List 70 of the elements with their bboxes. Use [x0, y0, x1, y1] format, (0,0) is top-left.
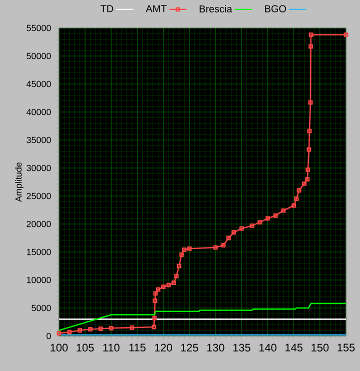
- x-tick-label: 130: [207, 344, 224, 352]
- point: [273, 213, 278, 218]
- point: [78, 328, 82, 333]
- point: [130, 325, 134, 330]
- point: [221, 243, 226, 248]
- point: [67, 330, 72, 334]
- x-tick-label: 110: [103, 344, 120, 352]
- point: [172, 280, 176, 286]
- point: [232, 230, 236, 235]
- point: [250, 223, 254, 228]
- point: [302, 181, 306, 186]
- y-axis-title: Amplitude: [15, 162, 24, 202]
- point: [239, 226, 244, 231]
- point: [88, 327, 93, 332]
- point: [179, 252, 184, 258]
- point: [307, 128, 312, 134]
- y-tick-label: 30000: [26, 164, 51, 172]
- point: [108, 326, 114, 330]
- point: [226, 236, 231, 240]
- y-tick-label: 25000: [26, 192, 51, 200]
- point: [308, 100, 313, 105]
- x-tick-label: 125: [181, 344, 198, 352]
- point: [176, 264, 182, 268]
- y-tick-label: 50000: [26, 52, 51, 60]
- x-tick-label: 145: [286, 344, 302, 352]
- point: [305, 176, 310, 182]
- y-tick-label: 10000: [26, 276, 51, 284]
- legend-label: Brescia: [200, 5, 232, 12]
- y-tick-label: 15000: [26, 248, 51, 256]
- x-tick-label: 105: [76, 344, 94, 352]
- y-tick-label: 5000: [32, 304, 51, 312]
- y-tick-label: 55000: [26, 24, 51, 32]
- point: [294, 196, 299, 202]
- x-tick-label: 140: [259, 344, 276, 352]
- point: [152, 298, 158, 303]
- legend-label: TD: [100, 5, 114, 12]
- point: [306, 147, 312, 152]
- point: [166, 282, 171, 288]
- point: [174, 274, 179, 278]
- point: [308, 32, 314, 37]
- x-tick-label: 150: [312, 344, 329, 352]
- y-tick-label: 35000: [26, 136, 51, 144]
- point: [306, 167, 310, 172]
- point: [98, 326, 103, 331]
- point: [292, 203, 296, 208]
- point: [153, 291, 158, 296]
- point: [296, 188, 302, 193]
- x-tick-label: 120: [155, 344, 172, 352]
- point: [308, 44, 314, 49]
- y-tick-label: 40000: [26, 108, 51, 116]
- x-tick-label: 155: [338, 344, 355, 352]
- line-series: [59, 302, 346, 332]
- point: [187, 246, 192, 251]
- point: [213, 245, 218, 250]
- legend-label: BGO: [265, 5, 286, 12]
- x-tick-label: 135: [233, 344, 250, 352]
- point: [156, 287, 160, 292]
- point: [152, 324, 156, 330]
- point: [152, 316, 157, 320]
- point: [182, 248, 186, 252]
- x-tick-label: 100: [50, 344, 68, 352]
- y-tick-label: 20000: [26, 220, 51, 228]
- y-tick-label: 0: [46, 332, 51, 340]
- point: [265, 216, 270, 221]
- point: [258, 220, 262, 225]
- legend-label: AMT: [146, 5, 167, 12]
- y-tick-label: 45000: [26, 80, 51, 88]
- point: [281, 208, 286, 213]
- x-tick-label: 115: [129, 344, 146, 352]
- point: [161, 284, 166, 289]
